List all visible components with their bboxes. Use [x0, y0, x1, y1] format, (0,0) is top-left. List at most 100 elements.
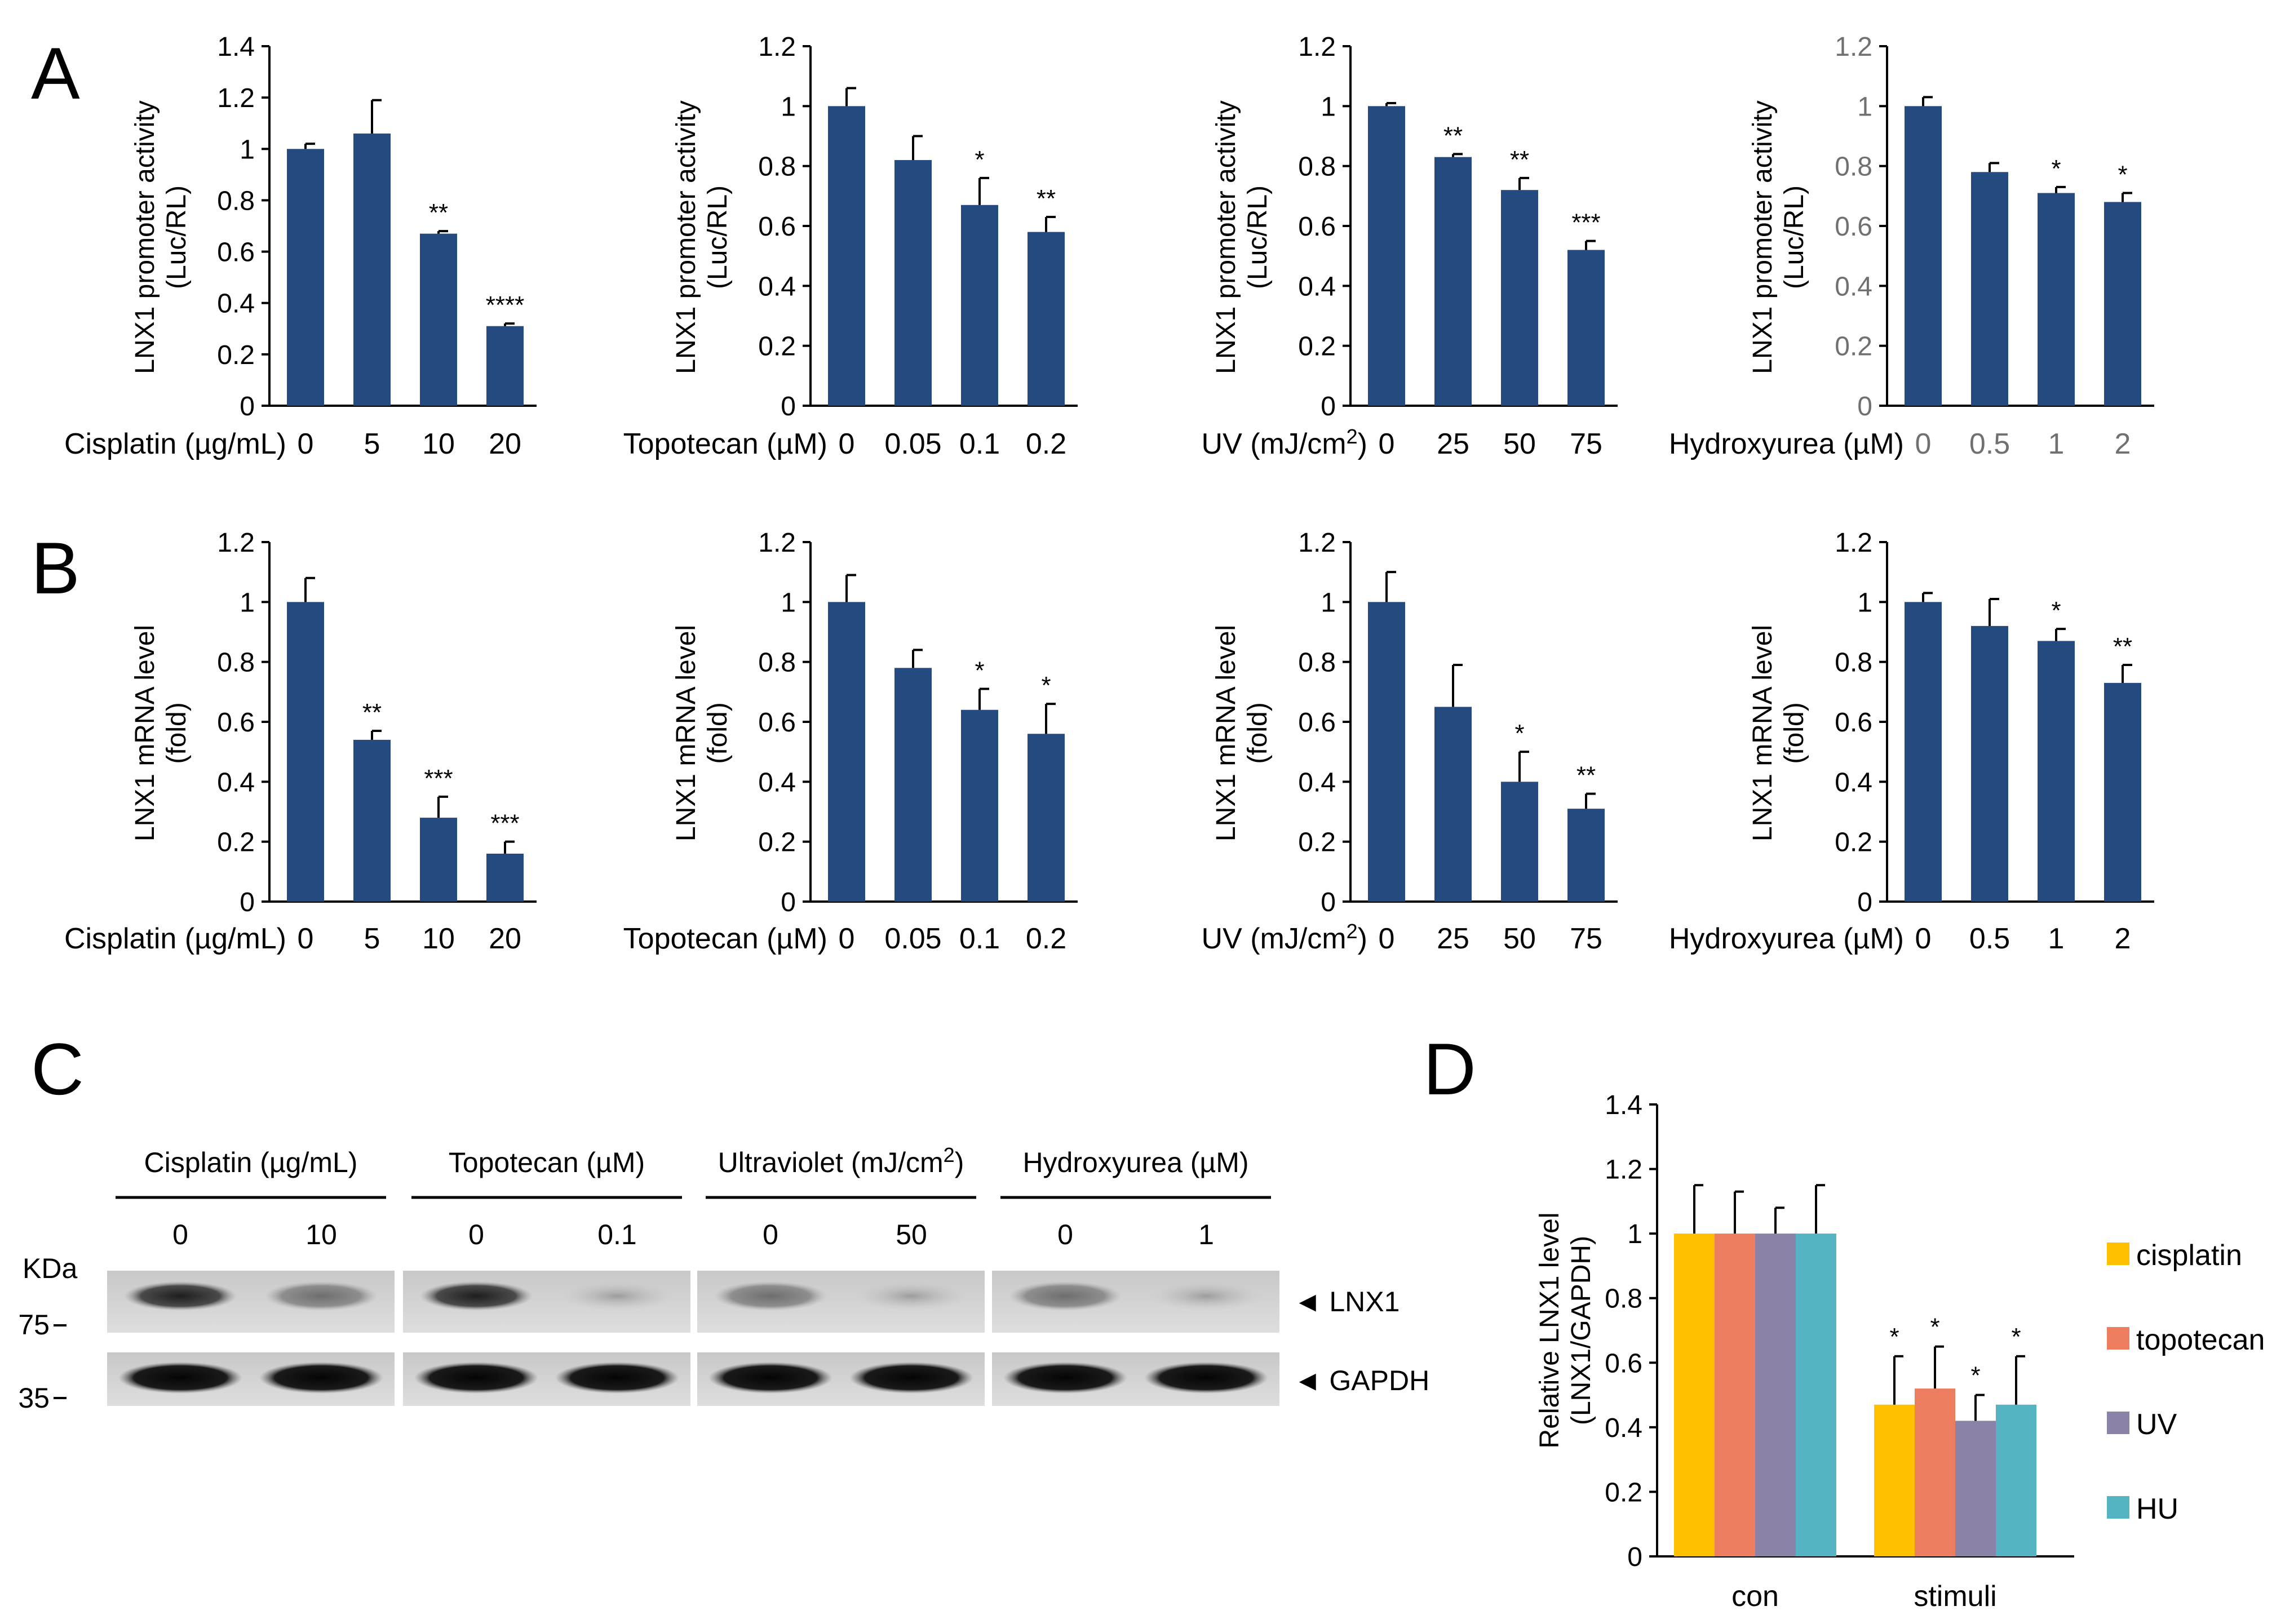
- dose-label: 0: [1057, 1219, 1073, 1250]
- significance-label: ****: [486, 291, 525, 319]
- y-axis-label-unit: (fold): [1243, 702, 1273, 764]
- bar: [353, 739, 391, 902]
- y-tick-label: 0: [1857, 888, 1872, 917]
- blot-group-3: Ultraviolet (mJ/cm2) 0 50: [697, 1143, 985, 1406]
- x-category-label: 10: [422, 428, 455, 460]
- bar-uv: [1955, 1421, 1996, 1556]
- blot-group-4: Hydroxyurea (µM) 0 1: [992, 1147, 1279, 1406]
- dose-label: 50: [896, 1219, 927, 1250]
- blot-group-1: Cisplatin (µg/mL) 0 10: [107, 1147, 395, 1406]
- y-tick-label: 0.2: [758, 828, 796, 858]
- bar: [287, 602, 324, 902]
- dose-label: 0.1: [597, 1219, 637, 1250]
- lnx1-band: [124, 1281, 237, 1311]
- y-tick-label: 0.2: [1298, 332, 1336, 362]
- bar-cisplatin: [1674, 1233, 1715, 1556]
- x-category-label: 0.05: [884, 428, 941, 460]
- y-tick-label: 0.6: [1835, 212, 1872, 242]
- bar: [2104, 202, 2141, 406]
- significance-label: **: [2113, 633, 2132, 660]
- significance-label: **: [362, 699, 382, 726]
- y-axis-label-unit: (fold): [162, 702, 192, 764]
- y-axis-label-unit: (Luc/RL): [162, 185, 192, 289]
- treatment-label: Topotecan (µM): [623, 428, 827, 460]
- dose-label: 0: [468, 1219, 484, 1250]
- treatment-group-label: Cisplatin (µg/mL): [144, 1147, 358, 1178]
- bar: [1028, 232, 1065, 406]
- x-category-label: 0.1: [959, 428, 1000, 460]
- bar: [1567, 809, 1605, 902]
- y-tick-label: 1.4: [217, 32, 255, 62]
- treatment-label: Cisplatin (µg/mL): [64, 428, 286, 460]
- bar: [353, 133, 391, 406]
- x-category-label: 2: [2115, 428, 2131, 460]
- y-tick-label: 0.4: [1298, 272, 1336, 301]
- lnx1-band: [1150, 1281, 1263, 1311]
- x-category-label: 1: [2048, 428, 2065, 460]
- treatment-label: UV (mJ/cm2): [1202, 425, 1367, 460]
- bar: [1905, 602, 1942, 902]
- bar: [2104, 682, 2141, 902]
- treatment-group-label: Hydroxyurea (µM): [1022, 1147, 1248, 1178]
- y-axis-label-unit: (fold): [1779, 702, 1809, 764]
- y-tick-label: 0.4: [1298, 767, 1336, 797]
- significance-label: **: [1037, 185, 1056, 212]
- significance-label: **: [1576, 762, 1596, 789]
- bar: [486, 853, 524, 902]
- lnx1-band: [1009, 1281, 1122, 1311]
- blot-group-2: Topotecan (µM) 0 0.1: [403, 1147, 690, 1406]
- y-tick-label: 0.2: [1835, 828, 1872, 858]
- x-category-label: 0.05: [884, 922, 941, 955]
- y-tick-label: 0.6: [217, 708, 255, 738]
- panel-letter-c: C: [31, 1028, 84, 1110]
- y-tick-label: 0.2: [1605, 1477, 1642, 1507]
- y-tick-label: 0.6: [1605, 1348, 1642, 1378]
- y-axis-label: LNX1 mRNA level: [1748, 625, 1778, 841]
- treatment-label: Topotecan (µM): [623, 922, 827, 955]
- bar: [1501, 190, 1538, 406]
- dose-label: 0: [763, 1219, 778, 1250]
- chart-b1: 0 0.2 0.4 0.6 0.8 1 1.2 LNX1 mRNA level (fold) 0 *…: [64, 528, 537, 955]
- legend-label-cisplatin: cisplatin: [2136, 1239, 2242, 1272]
- gapdh-band: [849, 1362, 973, 1394]
- y-tick-label: 0.8: [1605, 1284, 1642, 1314]
- gapdh-band: [414, 1362, 538, 1394]
- y-axis-label-unit: (fold): [703, 702, 733, 764]
- y-tick-label: 0.8: [1835, 648, 1872, 678]
- y-tick-label: 0.6: [758, 708, 796, 738]
- lnx1-band: [561, 1281, 674, 1311]
- y-tick-label: 1: [1627, 1219, 1642, 1249]
- legend-swatch-uv: [2107, 1412, 2129, 1434]
- y-tick-label: 0: [240, 392, 255, 421]
- panel-d-chart: 0 0.2 0.4 0.6 0.8 1 1.2 1.4 Relative LNX1 level(…: [1535, 1090, 2265, 1613]
- y-tick-label: 0: [1321, 888, 1336, 917]
- kda-label: KDa: [23, 1253, 77, 1284]
- x-category-label: 0: [839, 922, 855, 955]
- bar: [420, 818, 457, 902]
- y-axis-label-unit: (Luc/RL): [703, 185, 733, 289]
- legend-swatch-cisplatin: [2107, 1243, 2129, 1265]
- panel-letter-a: A: [31, 32, 80, 114]
- y-tick-label: 0.2: [1835, 332, 1872, 362]
- y-tick-label: 1: [781, 92, 796, 122]
- significance-label: ***: [490, 810, 519, 837]
- bar: [420, 233, 457, 406]
- bar-topotecan: [1915, 1388, 1955, 1556]
- x-category-label: con: [1731, 1580, 1779, 1613]
- y-axis-label: LNX1 promoter activity: [1748, 100, 1778, 374]
- y-axis-label: LNX1 promoter activity: [130, 100, 160, 374]
- y-tick-label: 0.4: [1835, 767, 1872, 797]
- panel-a-charts: 0 0.2 0.4 0.6 0.8 1 1.2 1.4 LNX1 promoter activi…: [64, 32, 2154, 460]
- x-category-label: 0.2: [1026, 428, 1066, 460]
- lnx1-band: [420, 1281, 533, 1311]
- marker-35: 35: [18, 1382, 50, 1414]
- lnx1-band: [265, 1281, 378, 1311]
- gapdh-band: [259, 1362, 383, 1394]
- y-tick-label: 0.4: [758, 272, 796, 301]
- y-axis-label: LNX1 promoter activity: [671, 100, 701, 374]
- x-category-label: stimuli: [1914, 1580, 1996, 1613]
- legend-label-topotecan: topotecan: [2136, 1324, 2265, 1356]
- gapdh-band: [555, 1362, 679, 1394]
- dose-label: 1: [1198, 1219, 1214, 1250]
